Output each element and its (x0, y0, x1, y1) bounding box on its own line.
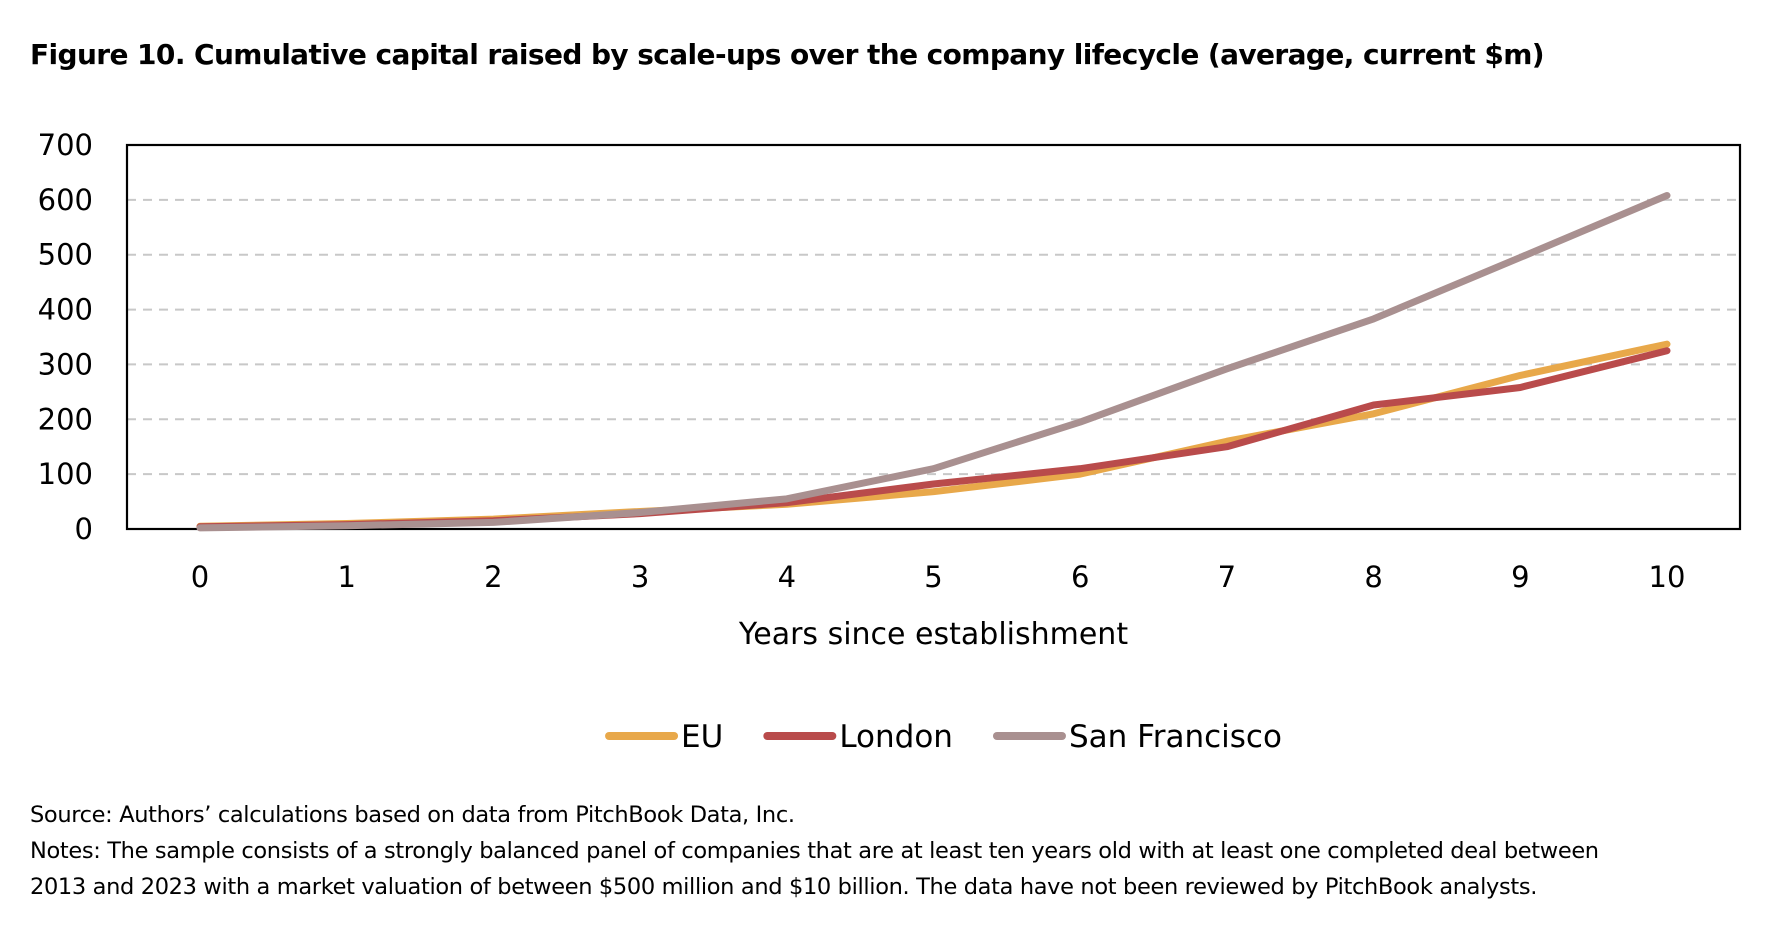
x-tick-label: 4 (778, 560, 796, 594)
x-axis-title: Years since establishment (738, 617, 1128, 652)
notes-line-1: Notes: The sample consists of a strongly… (30, 838, 1599, 864)
y-axis-ticks: 0 100 200 300 400 500 600 700 (38, 128, 93, 546)
y-tick-label: 300 (38, 347, 93, 381)
y-tick-label: 500 (38, 238, 93, 272)
x-tick-label: 5 (924, 560, 942, 594)
y-tick-label: 0 (75, 512, 93, 546)
x-tick-label: 0 (191, 560, 209, 594)
legend-item-eu: EU (605, 719, 723, 755)
legend-item-san-francisco: San Francisco (992, 719, 1282, 755)
figure-title: Figure 10. Cumulative capital raised by … (30, 38, 1545, 71)
series-line-eu (196, 340, 1671, 530)
x-tick-label: 2 (484, 560, 502, 594)
x-axis-ticks: 0 1 2 3 4 5 6 7 8 9 10 (191, 560, 1686, 594)
x-tick-label: 10 (1649, 560, 1686, 594)
x-tick-label: 7 (1218, 560, 1236, 594)
x-tick-label: 6 (1071, 560, 1089, 594)
source-note: Source: Authors’ calculations based on d… (30, 802, 795, 828)
legend-label: London (839, 719, 953, 755)
y-tick-label: 600 (38, 183, 93, 217)
y-tick-label: 100 (38, 457, 93, 491)
series-line-london (196, 347, 1671, 531)
plot-area-border (125, 143, 1742, 531)
x-tick-label: 8 (1364, 560, 1382, 594)
x-tick-label: 9 (1511, 560, 1529, 594)
x-tick-label: 3 (631, 560, 649, 594)
gridlines (127, 198, 1740, 476)
notes-line-2: 2013 and 2023 with a market valuation of… (30, 874, 1537, 900)
legend-item-london: London (763, 719, 953, 755)
y-tick-label: 400 (38, 293, 93, 327)
x-tick-label: 1 (337, 560, 355, 594)
series-lines (196, 191, 1671, 532)
legend-label: San Francisco (1069, 719, 1282, 755)
legend: EU London San Francisco (605, 719, 1282, 755)
y-tick-label: 200 (38, 402, 93, 436)
series-line-san-francisco (196, 191, 1671, 532)
legend-label: EU (681, 719, 723, 755)
y-tick-label: 700 (38, 128, 93, 162)
